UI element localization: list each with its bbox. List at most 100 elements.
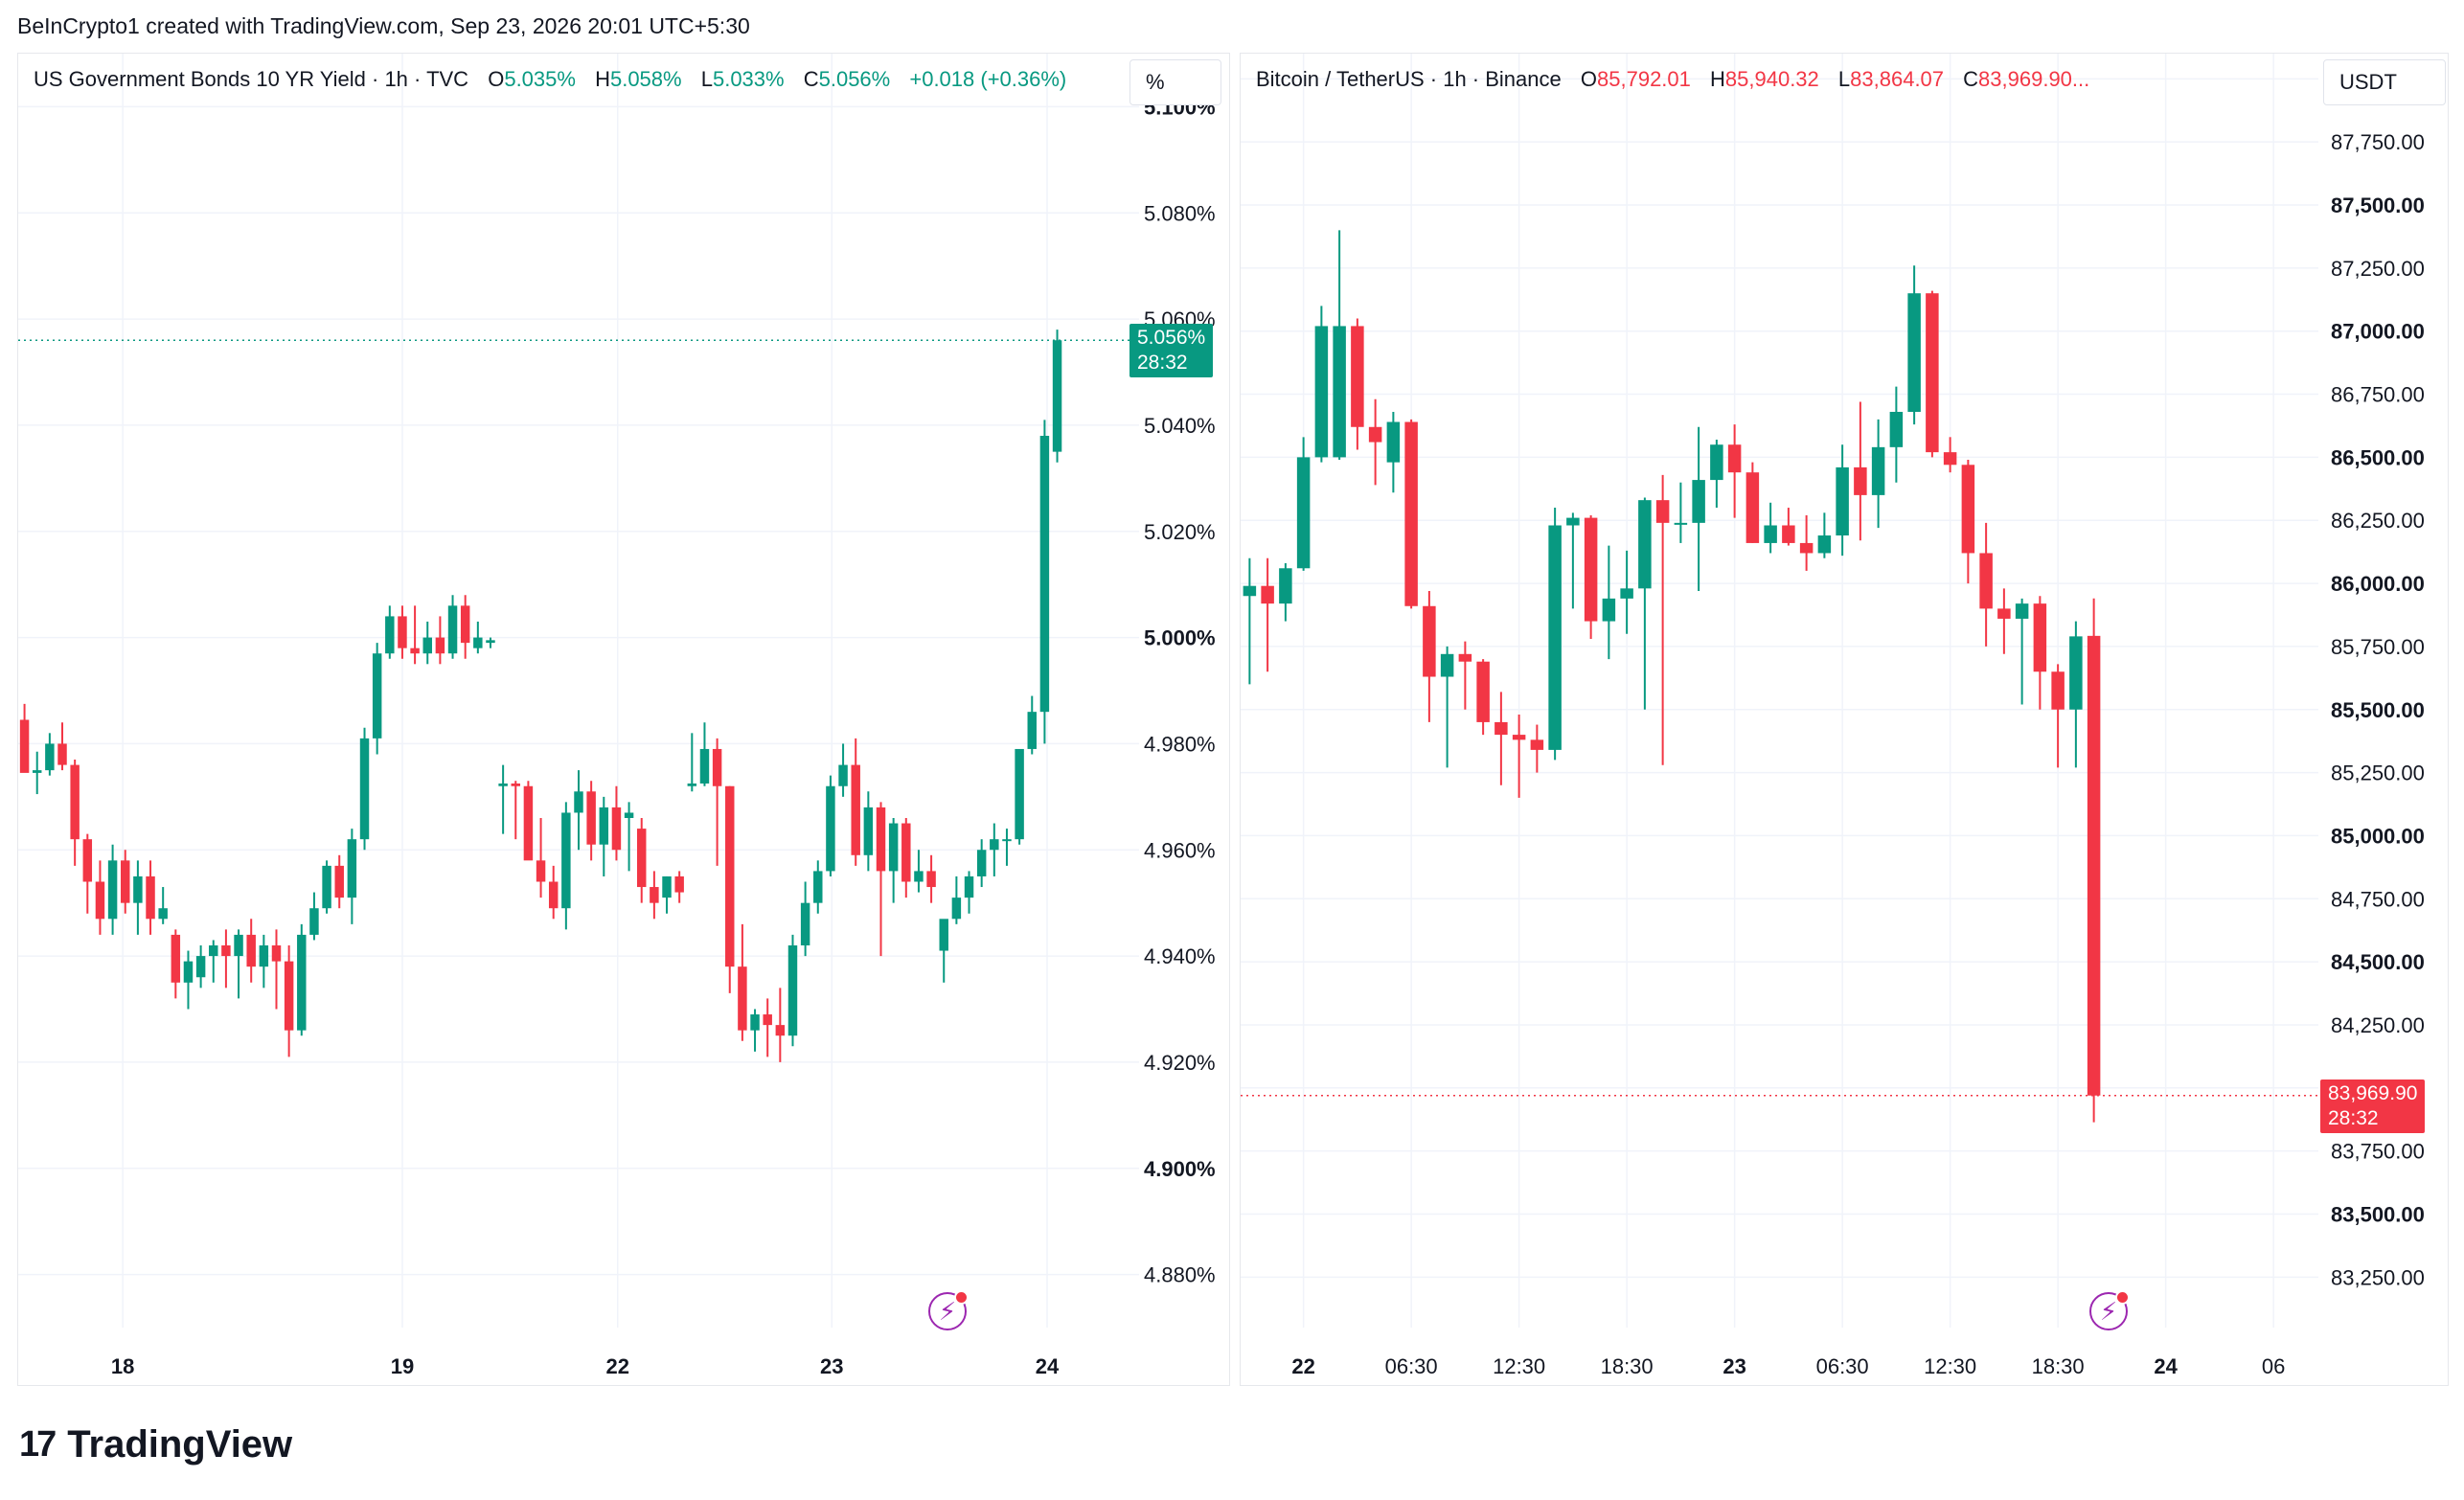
candle[interactable] — [1584, 514, 1598, 640]
candle[interactable] — [435, 616, 445, 665]
candle[interactable] — [171, 929, 181, 999]
candle[interactable] — [1261, 557, 1274, 672]
candle[interactable] — [1692, 426, 1705, 591]
candle[interactable] — [1638, 497, 1652, 710]
candle[interactable] — [1368, 398, 1382, 486]
candle[interactable] — [1404, 419, 1418, 609]
candle[interactable] — [70, 760, 80, 866]
candle[interactable] — [926, 854, 936, 903]
candle[interactable] — [1674, 482, 1688, 543]
candle[interactable] — [636, 818, 647, 903]
candle[interactable] — [1314, 306, 1329, 463]
candle[interactable] — [574, 770, 583, 851]
candle[interactable] — [1052, 330, 1062, 463]
candle[interactable] — [800, 881, 810, 957]
candle[interactable] — [195, 945, 206, 989]
candle[interactable] — [107, 844, 118, 935]
candle[interactable] — [334, 854, 344, 909]
candle[interactable] — [347, 829, 357, 924]
candle[interactable] — [1997, 588, 2011, 654]
candle[interactable] — [1333, 230, 1346, 461]
candle[interactable] — [2051, 664, 2065, 768]
candle[interactable] — [460, 595, 470, 659]
candle[interactable] — [309, 892, 319, 941]
bond-yield-chart[interactable]: 5.100%5.080%5.060%5.040%5.020%5.000%4.98… — [18, 54, 1229, 1385]
candle[interactable] — [1386, 411, 1401, 493]
candle[interactable] — [1351, 318, 1364, 450]
candle[interactable] — [1602, 545, 1616, 660]
candle[interactable] — [964, 871, 974, 914]
candle[interactable] — [1764, 502, 1777, 554]
btc-usdt-chart[interactable]: 88,000.0087,750.0087,500.0087,250.0087,0… — [1241, 54, 2448, 1385]
candle[interactable] — [133, 860, 143, 935]
candle[interactable] — [650, 871, 659, 920]
candle[interactable] — [1296, 437, 1311, 571]
candle[interactable] — [1727, 424, 1742, 518]
candle[interactable] — [486, 637, 495, 648]
candle[interactable] — [1423, 590, 1436, 722]
candle[interactable] — [2069, 621, 2083, 768]
candle[interactable] — [1476, 659, 1490, 736]
candle[interactable] — [511, 781, 521, 840]
candle[interactable] — [1961, 460, 1975, 584]
lightning-icon[interactable]: ⚡ — [928, 1290, 969, 1330]
candle[interactable] — [561, 802, 571, 930]
candle[interactable] — [787, 934, 798, 1047]
candle[interactable] — [1745, 462, 1760, 543]
candle[interactable] — [951, 875, 962, 924]
candle[interactable] — [863, 791, 874, 872]
candle[interactable] — [976, 839, 987, 888]
candle[interactable] — [725, 785, 735, 993]
candle[interactable] — [385, 605, 395, 659]
candle[interactable] — [611, 785, 622, 861]
candle[interactable] — [221, 929, 231, 989]
candle[interactable] — [1494, 692, 1508, 785]
candle[interactable] — [19, 703, 30, 773]
candle[interactable] — [888, 818, 899, 903]
candle[interactable] — [599, 796, 609, 876]
candle[interactable] — [750, 1009, 760, 1052]
candle[interactable] — [284, 945, 294, 1057]
candle[interactable] — [234, 929, 243, 999]
candle[interactable] — [990, 823, 999, 876]
candle[interactable] — [1027, 695, 1037, 755]
candle[interactable] — [1243, 557, 1257, 685]
candle[interactable] — [851, 738, 860, 866]
candle[interactable] — [1002, 829, 1012, 866]
candle[interactable] — [1889, 386, 1904, 483]
candle[interactable] — [1440, 646, 1454, 768]
candle[interactable] — [121, 850, 130, 914]
candle[interactable] — [158, 887, 168, 924]
candle[interactable] — [674, 871, 684, 903]
candle[interactable] — [1458, 641, 1472, 710]
candle[interactable] — [523, 781, 534, 861]
candle[interactable] — [939, 919, 948, 983]
candle[interactable] — [398, 605, 407, 659]
candle[interactable] — [1799, 514, 1814, 571]
candle[interactable] — [1548, 508, 1562, 761]
candle[interactable] — [624, 802, 634, 872]
candle[interactable] — [901, 818, 911, 898]
candle[interactable] — [763, 998, 772, 1057]
candle[interactable] — [1854, 401, 1867, 541]
candle[interactable] — [246, 919, 256, 983]
candle[interactable] — [146, 860, 155, 935]
candle[interactable] — [838, 743, 848, 797]
unit-selector[interactable]: USDT — [2323, 59, 2446, 105]
candle[interactable] — [1620, 550, 1633, 634]
candle[interactable] — [2015, 598, 2029, 705]
candle[interactable] — [95, 860, 105, 935]
candle[interactable] — [372, 643, 382, 755]
candle[interactable] — [1943, 437, 1957, 473]
candle[interactable] — [259, 934, 269, 989]
candle[interactable] — [914, 850, 924, 893]
candle[interactable] — [183, 950, 194, 1010]
candle[interactable] — [1871, 419, 1885, 529]
candle[interactable] — [1979, 522, 1993, 647]
candle[interactable] — [1926, 290, 1939, 458]
candle[interactable] — [1015, 748, 1024, 845]
candle[interactable] — [1710, 439, 1723, 509]
candle[interactable] — [271, 929, 282, 1010]
candle[interactable] — [826, 775, 835, 876]
chart-pane-btc-usdt[interactable]: 88,000.0087,750.0087,500.0087,250.0087,0… — [1240, 53, 2449, 1386]
